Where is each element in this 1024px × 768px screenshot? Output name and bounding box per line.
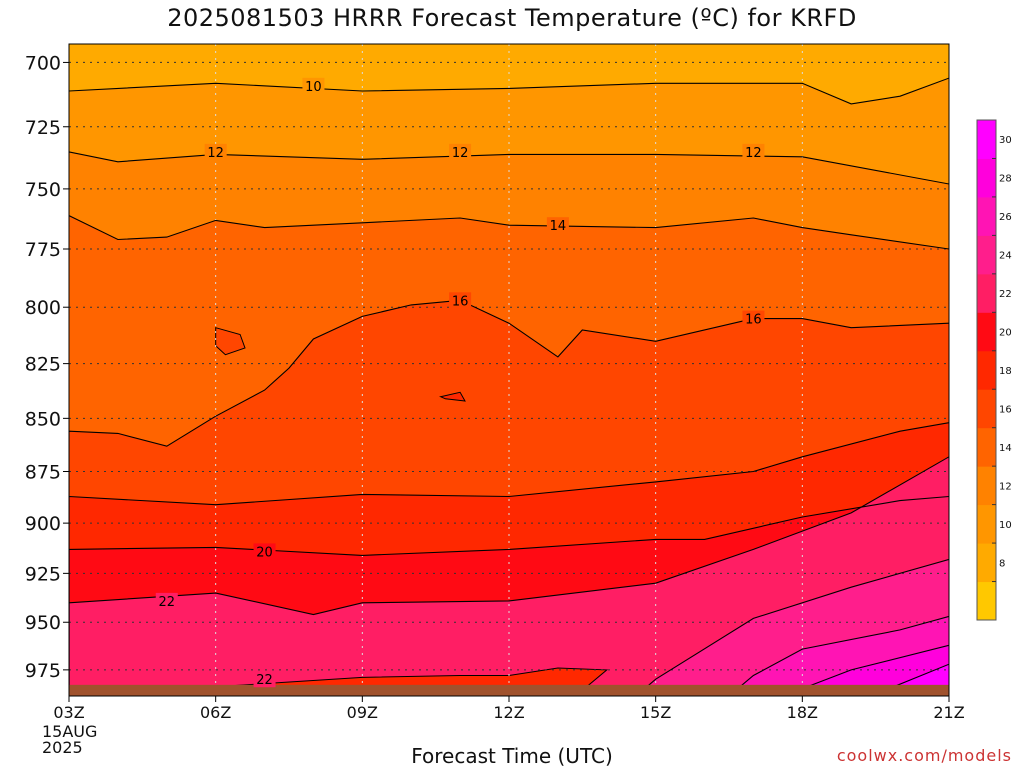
contour-line-14: [69, 215, 949, 250]
colorbar-tick-label: 30: [999, 135, 1012, 146]
contour-label-bg: [253, 671, 276, 688]
colorbar-tick-label: 8: [999, 558, 1005, 569]
contour-label-bg: [742, 310, 765, 327]
contour-label: 22: [256, 673, 273, 688]
contour-line-10: [69, 77, 949, 105]
island-2: [439, 391, 466, 402]
y-tick-label: 775: [25, 239, 61, 261]
colorbar-swatch-14: [977, 427, 996, 467]
colorbar-swatch-6: [977, 581, 996, 621]
island-1: [215, 327, 246, 356]
y-tick-label: 975: [25, 660, 61, 682]
colorbar-tick-label: 24: [999, 251, 1012, 262]
contour-label-bg: [302, 77, 325, 94]
credit-text: coolwx.com/models: [836, 746, 1012, 765]
x-tick-label: 03Z: [53, 703, 84, 722]
y-tick-label: 875: [25, 461, 61, 483]
y-tick-label: 825: [25, 354, 61, 376]
colorbar-tick-label: 20: [999, 328, 1012, 339]
ground-surface: [69, 684, 949, 696]
contour-label-bg: [742, 143, 765, 160]
x-tick-label: 09Z: [347, 703, 378, 722]
x-axis-title: Forecast Time (UTC): [411, 744, 613, 768]
contour-line-24: [637, 558, 949, 694]
y-tick-label: 800: [25, 297, 61, 319]
contour-label: 20: [256, 545, 273, 560]
contour-label: 12: [452, 146, 469, 161]
colorbar-swatch-10: [977, 504, 996, 544]
x-tick-label: 15Z: [640, 703, 671, 722]
colorbar-swatch-18: [977, 350, 996, 390]
contour-label: 16: [452, 294, 469, 309]
contour-label: 12: [745, 146, 762, 161]
colorbar-tick-label: 12: [999, 481, 1012, 492]
temperature-bands: [69, 44, 949, 694]
x-axis: 03Z 06Z 09Z 12Z 15Z 18Z 21Z: [53, 696, 965, 722]
colorbar-tick-label: 28: [999, 174, 1012, 185]
contour-label-bg: [253, 543, 276, 560]
contour-label-bg: [546, 217, 569, 234]
colorbar-frame: [976, 119, 997, 621]
contour-label-bg: [449, 143, 472, 160]
contour-label: 14: [550, 219, 567, 234]
y-tick-label: 700: [25, 52, 61, 74]
colorbar-swatch-22: [977, 273, 996, 313]
colorbar-tick-label: 18: [999, 366, 1012, 377]
x-tick-label: 12Z: [493, 703, 524, 722]
y-tick-label: 900: [25, 513, 61, 535]
date-day-label: 15AUG: [42, 722, 98, 741]
contour-label: 22: [159, 595, 176, 610]
y-axis: 700 725 750 775 800 825 850 875 900 925 950 975: [25, 52, 69, 682]
colorbar-tick-label: 16: [999, 404, 1012, 415]
contour-line-26: [730, 615, 949, 694]
chart-title: 2025081503 HRRR Forecast Temperature (ºC…: [167, 4, 857, 32]
contour-labels: 10 12 12 12 14 16 16 20 22 22: [155, 77, 765, 688]
contour-label: 16: [745, 313, 762, 328]
x-tick-label: 18Z: [787, 703, 818, 722]
contour-label-bg: [204, 143, 227, 160]
date-year-label: 2025: [42, 738, 83, 757]
y-tick-label: 950: [25, 612, 61, 634]
colorbar-tick-label: 10: [999, 520, 1012, 531]
y-tick-label: 925: [25, 563, 61, 585]
colorbar-tick-label: 14: [999, 443, 1012, 454]
y-tick-label: 725: [25, 117, 61, 139]
colorbar-swatch-16: [977, 389, 996, 429]
contour-line-18: [69, 422, 949, 694]
y-tick-label: 750: [25, 179, 61, 201]
colorbar-swatch-24: [977, 235, 996, 275]
contour-label: 10: [305, 80, 322, 95]
colorbar-swatch-28: [977, 158, 996, 198]
contour-label-bg: [155, 592, 178, 609]
y-tick-label: 850: [25, 408, 61, 430]
colorbar-swatch-20: [977, 312, 996, 352]
contour-label-bg: [449, 292, 472, 309]
colorbar-swatch-30: [977, 120, 996, 159]
x-tick-label: 21Z: [933, 703, 964, 722]
contour-line-20: [69, 495, 949, 694]
colorbar-tick-label: 26: [999, 212, 1012, 223]
contour-line-12: [69, 151, 949, 185]
colorbar-swatch-26: [977, 196, 996, 236]
colorbar-tick-label: 22: [999, 289, 1012, 300]
contour-label: 12: [207, 146, 224, 161]
x-tick-label: 06Z: [200, 703, 231, 722]
colorbar-swatch-12: [977, 466, 996, 506]
colorbar: 8 10 12 14 16 18 20 22 24 26 28 30: [976, 119, 1012, 621]
colorbar-swatch-8: [977, 543, 996, 583]
contour-line-22: [69, 456, 949, 694]
